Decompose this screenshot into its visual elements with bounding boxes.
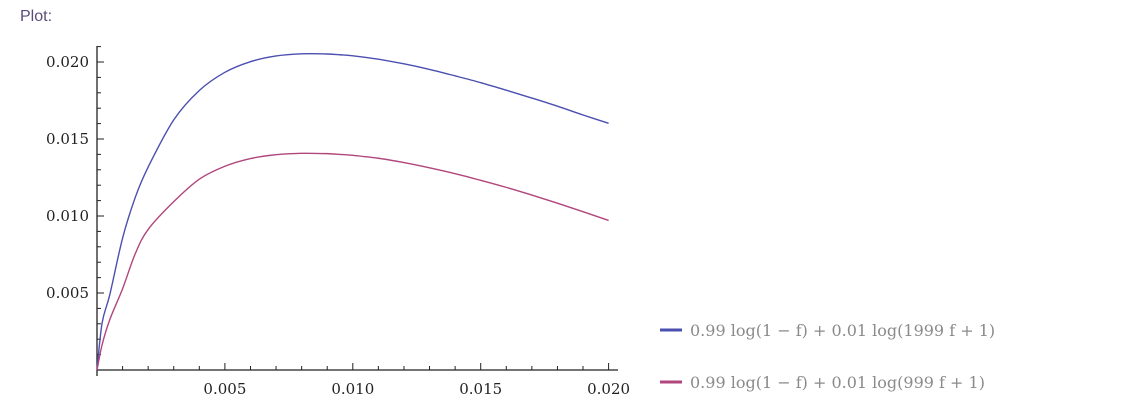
y-tick-label: 0.015 [46,130,89,148]
series-line-1 [96,52,609,371]
series-line-2 [96,152,609,371]
y-tick-label: 0.005 [46,284,89,302]
series-lines [96,52,609,371]
x-tick-label: 0.005 [203,380,246,398]
legend-entry: 0.99 log(1 − f) + 0.01 log(1999 f + 1) [690,321,995,340]
x-tick-label: 0.015 [459,380,502,398]
axes [96,46,618,376]
y-tick-label: 0.020 [46,53,89,71]
y-tick-label: 0.010 [46,207,89,225]
tick-marks: 0.005 0.010 0.015 0.020 0.005 0.010 0.015 0.020 [46,46,630,398]
legend: 0.99 log(1 − f) + 0.01 log(1999 f + 1) 0.… [660,321,995,392]
legend-entry: 0.99 log(1 − f) + 0.01 log(999 f + 1) [690,373,985,392]
x-tick-label: 0.020 [587,380,630,398]
x-tick-label: 0.010 [331,380,374,398]
plot-section-label: Plot: [20,8,53,25]
